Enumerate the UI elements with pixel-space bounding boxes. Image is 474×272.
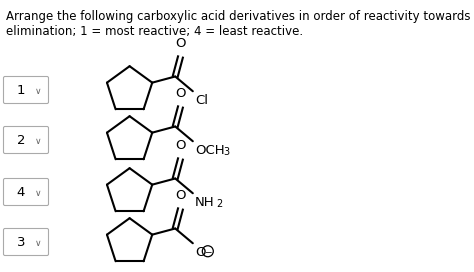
Text: O: O xyxy=(195,246,205,259)
Text: elimination; 1 = most reactive; 4 = least reactive.: elimination; 1 = most reactive; 4 = leas… xyxy=(6,25,303,38)
Text: ∨: ∨ xyxy=(35,188,41,197)
Text: 2: 2 xyxy=(17,134,25,147)
Text: OCH: OCH xyxy=(195,144,224,157)
FancyBboxPatch shape xyxy=(3,126,48,153)
Text: ∨: ∨ xyxy=(35,137,41,146)
FancyBboxPatch shape xyxy=(3,228,48,255)
Text: O: O xyxy=(175,189,186,202)
Text: 1: 1 xyxy=(17,84,25,97)
Text: NH: NH xyxy=(195,196,214,209)
Text: 3: 3 xyxy=(223,147,229,157)
Text: O: O xyxy=(175,139,186,152)
Text: 2: 2 xyxy=(216,199,222,209)
Text: 4: 4 xyxy=(17,186,25,199)
Text: 3: 3 xyxy=(17,236,25,249)
Text: Arrange the following carboxylic acid derivatives in order of reactivity towards: Arrange the following carboxylic acid de… xyxy=(6,10,474,23)
Text: ∨: ∨ xyxy=(35,86,41,95)
Text: O: O xyxy=(175,87,186,100)
FancyBboxPatch shape xyxy=(3,178,48,206)
FancyBboxPatch shape xyxy=(3,76,48,104)
Text: Cl: Cl xyxy=(195,94,208,107)
Text: O: O xyxy=(175,37,186,50)
Text: −: − xyxy=(204,247,211,256)
Text: ∨: ∨ xyxy=(35,239,41,248)
